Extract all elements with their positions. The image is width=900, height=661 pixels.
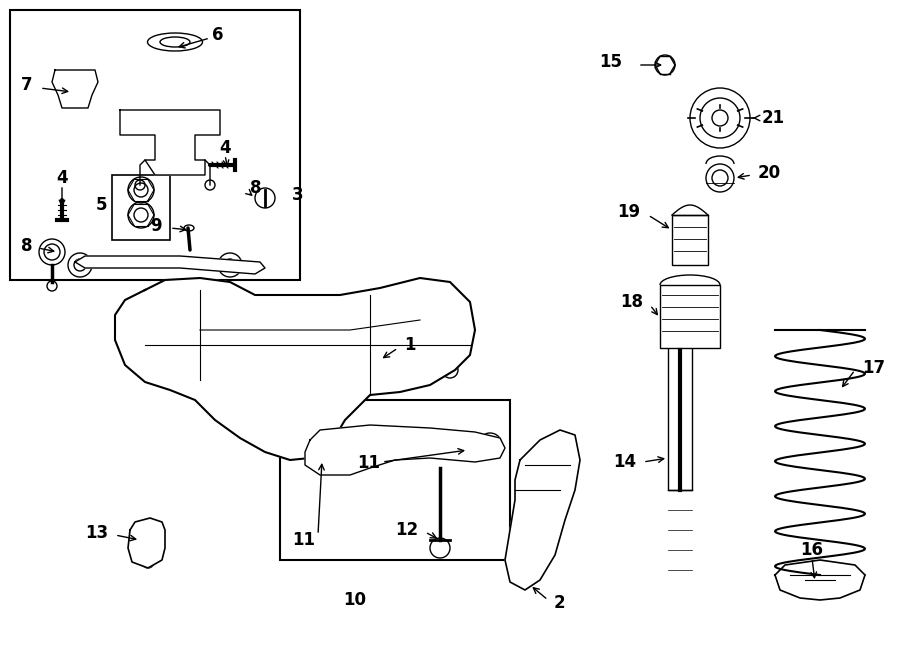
Circle shape: [68, 253, 92, 277]
Text: 10: 10: [344, 591, 366, 609]
Circle shape: [478, 433, 502, 457]
Text: 8: 8: [250, 179, 262, 197]
Polygon shape: [305, 425, 505, 475]
Circle shape: [315, 446, 329, 460]
Circle shape: [706, 164, 734, 192]
Polygon shape: [775, 560, 865, 600]
Text: 11: 11: [292, 531, 315, 549]
Bar: [668, 340, 692, 490]
Text: 8: 8: [21, 237, 32, 255]
Polygon shape: [75, 256, 265, 274]
Polygon shape: [120, 110, 220, 175]
Polygon shape: [115, 278, 475, 460]
Text: 12: 12: [395, 521, 418, 539]
Text: 13: 13: [85, 524, 108, 542]
Circle shape: [442, 362, 458, 378]
Circle shape: [655, 55, 675, 75]
Bar: [660, 285, 720, 348]
Text: 14: 14: [613, 453, 636, 471]
Circle shape: [218, 253, 242, 277]
Text: 4: 4: [56, 169, 68, 187]
Text: 9: 9: [150, 217, 162, 235]
Bar: [10, 10, 300, 280]
Bar: [672, 215, 708, 265]
Text: 5: 5: [95, 196, 107, 214]
Circle shape: [147, 367, 163, 383]
Circle shape: [157, 287, 173, 303]
Text: 7: 7: [21, 76, 32, 94]
Text: 11: 11: [357, 454, 380, 472]
Text: 19: 19: [616, 203, 640, 221]
Text: 21: 21: [762, 109, 785, 127]
Circle shape: [432, 282, 448, 298]
Text: 6: 6: [212, 26, 223, 44]
Text: 20: 20: [758, 164, 781, 182]
Circle shape: [690, 88, 750, 148]
Circle shape: [712, 110, 728, 126]
Polygon shape: [505, 430, 580, 590]
Polygon shape: [128, 518, 165, 568]
Bar: [280, 400, 510, 560]
Text: 3: 3: [292, 186, 303, 204]
Text: 1: 1: [404, 336, 416, 354]
Text: 16: 16: [800, 541, 824, 559]
Text: 4: 4: [220, 139, 230, 157]
Text: 2: 2: [554, 594, 565, 612]
Circle shape: [484, 439, 496, 451]
Polygon shape: [52, 70, 98, 108]
Bar: [112, 175, 170, 240]
Circle shape: [308, 439, 336, 467]
Text: 15: 15: [599, 53, 622, 71]
Text: 17: 17: [862, 359, 885, 377]
Circle shape: [700, 98, 740, 138]
Circle shape: [712, 170, 728, 186]
Text: 18: 18: [620, 293, 643, 311]
